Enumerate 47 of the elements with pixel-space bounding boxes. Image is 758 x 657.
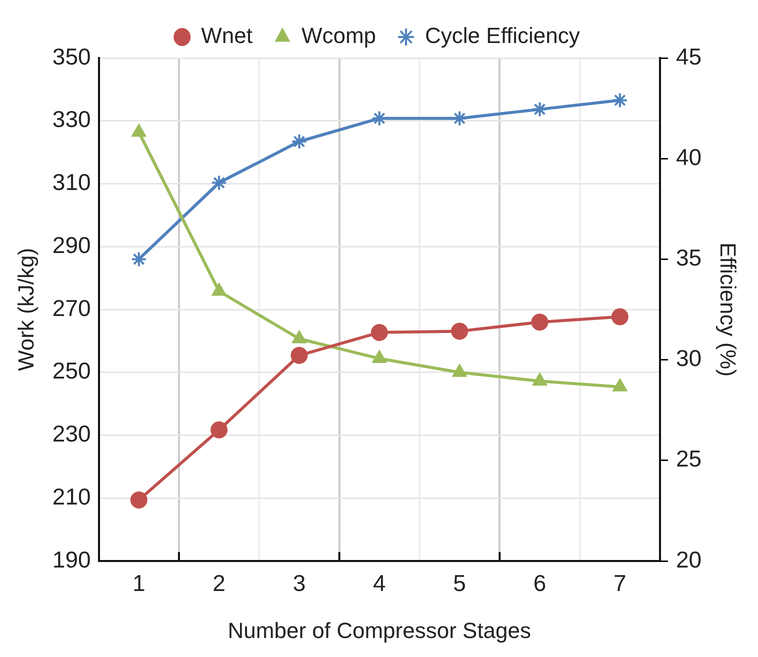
y-tick-label: 190 xyxy=(52,546,91,572)
point xyxy=(130,251,147,268)
point xyxy=(452,364,467,377)
point xyxy=(290,346,308,364)
x-axis-title: Number of Compressor Stages xyxy=(228,618,532,643)
x-tick-label: 1 xyxy=(132,570,146,596)
point xyxy=(531,314,548,331)
point xyxy=(370,324,388,341)
point xyxy=(210,421,228,438)
point xyxy=(131,124,146,137)
y2-tick-label: 20 xyxy=(676,546,702,572)
y2-tick-label: 30 xyxy=(676,345,702,372)
y-tick-label: 350 xyxy=(52,43,91,70)
y-tick-label: 290 xyxy=(52,232,91,258)
y-tick-label: 330 xyxy=(52,106,91,132)
y2-tick-label: 25 xyxy=(676,446,702,472)
x-tick-label: 3 xyxy=(292,570,306,596)
y-axis-title: Work (kJ/kg) xyxy=(13,248,38,372)
y-tick-label: 270 xyxy=(52,294,91,321)
y-tick-label: 310 xyxy=(52,169,91,196)
x-tick-label: 2 xyxy=(212,570,226,596)
y2-axis-title: Efficiency (%) xyxy=(716,242,741,377)
point xyxy=(451,322,468,340)
x-tick-label: 5 xyxy=(453,570,466,596)
point xyxy=(291,134,308,150)
y-tick-label: 250 xyxy=(52,358,91,384)
y-tick-label: 210 xyxy=(52,483,91,510)
point xyxy=(612,92,628,108)
legend-label: Wnet xyxy=(201,23,252,48)
point xyxy=(212,282,226,296)
point xyxy=(612,378,628,392)
point xyxy=(292,330,307,344)
y2-tick-label: 40 xyxy=(676,144,702,170)
y2-tick-label: 35 xyxy=(676,244,702,271)
legend-label: Wcomp xyxy=(301,23,376,48)
legend-label: Cycle Efficiency xyxy=(425,23,580,48)
point xyxy=(532,101,548,118)
x-tick-label: 7 xyxy=(614,570,626,596)
point xyxy=(372,350,387,364)
y2-tick-label: 45 xyxy=(676,43,702,70)
x-tick-label: 4 xyxy=(372,570,386,596)
point xyxy=(211,174,228,191)
x-tick-label: 6 xyxy=(533,570,546,596)
point xyxy=(611,308,628,326)
point xyxy=(130,492,148,509)
point xyxy=(532,372,548,386)
y-tick-label: 230 xyxy=(52,420,91,447)
